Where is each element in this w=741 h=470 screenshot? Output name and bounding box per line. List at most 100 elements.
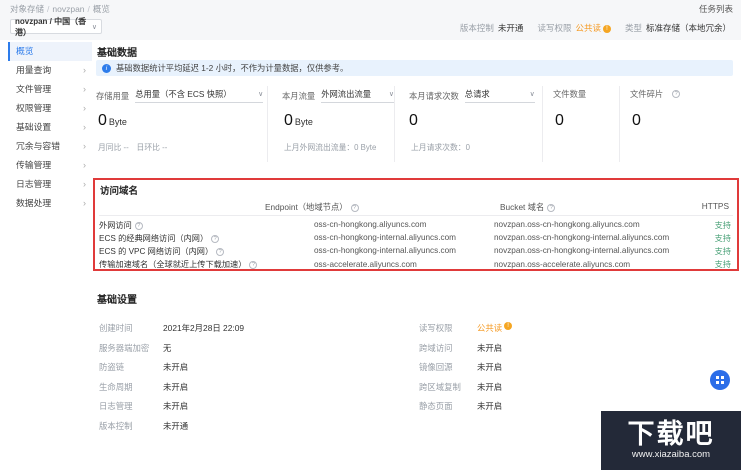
- notice-text: 基础数据统计平均延迟 1-2 小时，不作为计量数据，仅供参考。: [116, 63, 349, 73]
- traffic-value: 0 Byte: [284, 112, 313, 129]
- setting-versioning: 版本控制 未开通: [99, 420, 189, 431]
- floating-widget-button[interactable]: [710, 370, 730, 390]
- info-icon: i: [102, 63, 111, 73]
- https-support: 支持: [714, 233, 731, 243]
- endpoint-value: oss-cn-hongkong-internal.aliyuncs.com: [314, 233, 456, 243]
- bucket-meta: 版本控制 未开通 读写权限 公共读! 类型 标准存储（本地冗余）: [460, 22, 731, 34]
- endpoint-value: oss-accelerate.aliyuncs.com: [314, 259, 417, 269]
- stats-row: 存储用量 总用量（不含 ECS 快照） ∨ 0 Byte 月同比 -- 日环比 --…: [0, 86, 741, 166]
- help-icon[interactable]: ?: [547, 204, 556, 212]
- chevron-right-icon: ›: [83, 122, 86, 132]
- chevron-right-icon: ›: [83, 65, 86, 75]
- setting-created-at: 创建时间 2021年2月28日 22:09: [99, 323, 245, 333]
- sidebar-item-logging[interactable]: 日志管理 ›: [8, 175, 92, 194]
- fragments-value: 0: [632, 112, 641, 129]
- chevron-right-icon: ›: [83, 160, 86, 170]
- warning-icon: !: [504, 322, 513, 330]
- requests-metric-dropdown[interactable]: 总请求 ∨: [464, 88, 535, 103]
- chevron-down-icon: ∨: [258, 91, 264, 98]
- setting-hotlink: 防盗链 未开启: [99, 362, 189, 372]
- help-icon[interactable]: ?: [134, 221, 143, 230]
- endpoint-value: oss-cn-hongkong.aliyuncs.com: [314, 220, 427, 230]
- breadcrumb-item-storage[interactable]: 对象存储: [10, 4, 45, 14]
- col-endpoint: Endpoint（地域节点）?: [265, 201, 359, 213]
- storage-metric-dropdown[interactable]: 总用量（不含 ECS 快照） ∨: [135, 88, 264, 103]
- col-https: HTTPS: [701, 201, 729, 211]
- stat-file-count: 文件数量 0: [553, 86, 620, 162]
- header: 对象存储 / novzpan / 概览 任务列表 novzpan / 中国（香港） ∨ …: [0, 0, 741, 40]
- stat-fragments: 文件碎片? 0: [630, 86, 732, 162]
- stat-storage: 存储用量 总用量（不含 ECS 快照） ∨ 0 Byte 月同比 -- 日环比 --: [96, 86, 268, 162]
- help-icon[interactable]: ?: [672, 90, 681, 98]
- breadcrumb-item-overview: 概览: [92, 4, 110, 14]
- https-support: 支持: [714, 220, 731, 230]
- chevron-right-icon: ›: [83, 103, 86, 113]
- meta-storage-class: 类型 标准存储（本地冗余）: [624, 23, 731, 33]
- grid-icon: [716, 376, 724, 384]
- divider: [99, 215, 733, 216]
- task-list-link[interactable]: 任务列表: [698, 4, 733, 14]
- sidebar-item-redundancy[interactable]: 冗余与容错 ›: [8, 137, 92, 156]
- bucket-domain-value: novzpan.oss-cn-hongkong-internal.aliyunc…: [494, 233, 670, 243]
- warning-icon: !: [602, 25, 611, 33]
- basic-settings-title: 基础设置: [97, 295, 137, 306]
- access-domains-section: 访问域名 Endpoint（地域节点）? Bucket 域名? HTTPS 外网…: [93, 178, 739, 271]
- domain-row-public: 外网访问? oss-cn-hongkong.aliyuncs.com novzp…: [99, 220, 731, 230]
- requests-value: 0: [409, 112, 418, 129]
- help-icon[interactable]: ?: [249, 261, 258, 270]
- sidebar-item-data-processing[interactable]: 数据处理 ›: [8, 194, 92, 213]
- bucket-selector-value: novzpan / 中国（香港）: [15, 16, 87, 37]
- setting-static-pages: 静态页面 未开启: [419, 401, 503, 411]
- meta-acl: 读写权限 公共读!: [537, 22, 611, 34]
- chevron-right-icon: ›: [83, 198, 86, 208]
- sidebar-item-overview[interactable]: 概览: [8, 42, 92, 61]
- sidebar-item-permissions[interactable]: 权限管理 ›: [8, 99, 92, 118]
- bucket-domain-value: novzpan.oss-cn-hongkong-internal.aliyunc…: [494, 246, 670, 256]
- stat-requests: 本月请求次数 总请求 ∨ 0 上月请求次数：0: [407, 86, 543, 162]
- domain-row-accelerate: 传输加速域名（全球就近上传下载加速）? oss-accelerate.aliyu…: [99, 259, 731, 270]
- chevron-right-icon: ›: [83, 141, 86, 151]
- file-count-value: 0: [555, 112, 564, 129]
- storage-sub: 月同比 -- 日环比 --: [98, 143, 168, 152]
- sidebar-item-files[interactable]: 文件管理 ›: [8, 80, 92, 99]
- help-icon[interactable]: ?: [211, 234, 220, 243]
- help-icon[interactable]: ?: [350, 204, 359, 212]
- sidebar-item-basic-settings[interactable]: 基础设置 ›: [8, 118, 92, 137]
- traffic-sub: 上月外网流出流量：0 Byte: [284, 143, 377, 152]
- domains-table-header: Endpoint（地域节点）? Bucket 域名? HTTPS: [95, 201, 737, 213]
- requests-sub: 上月请求次数：0: [411, 143, 470, 152]
- breadcrumb: 对象存储 / novzpan / 概览: [10, 4, 110, 14]
- setting-lifecycle: 生命周期 未开启: [99, 381, 189, 392]
- chevron-down-icon: ∨: [91, 23, 97, 31]
- chevron-right-icon: ›: [83, 84, 86, 94]
- chevron-right-icon: ›: [83, 179, 86, 189]
- breadcrumb-item-bucket[interactable]: novzpan: [52, 4, 85, 14]
- watermark-url: www.xiazaiba.com: [631, 449, 711, 460]
- notice-banner: i 基础数据统计平均延迟 1-2 小时，不作为计量数据，仅供参考。: [96, 60, 733, 76]
- chevron-down-icon: ∨: [388, 91, 394, 98]
- basic-settings-right: 读写权限 公共读! 跨域访问 未开启 镜像回源 未开启 跨区域复制 未开启 静态页面 未开…: [419, 322, 679, 420]
- sidebar: 概览 用量查询 › 文件管理 › 权限管理 › 基础设置 › 冗余与容错 › 传输管理 › …: [8, 42, 92, 213]
- help-icon[interactable]: ?: [216, 247, 225, 256]
- https-support: 支持: [714, 260, 731, 270]
- https-support: 支持: [714, 246, 731, 256]
- bucket-domain-value: novzpan.oss-cn-hongkong.aliyuncs.com: [494, 220, 640, 230]
- meta-versioning: 版本控制 未开通: [459, 23, 524, 33]
- storage-value: 0 Byte: [98, 112, 127, 129]
- sidebar-item-transfer[interactable]: 传输管理 ›: [8, 156, 92, 175]
- basic-settings-left: 创建时间 2021年2月28日 22:09 服务器端加密无 防盗链 未开启 生命周期…: [99, 322, 399, 439]
- setting-logging: 日志管理 未开启: [99, 401, 189, 411]
- basic-data-title: 基础数据: [97, 48, 137, 59]
- setting-cross-region: 跨区域复制 未开启: [419, 381, 503, 392]
- domain-row-ecs-vpc: ECS 的 VPC 网络访问（内网）? oss-cn-hongkong-inte…: [99, 246, 731, 256]
- domain-row-ecs-classic: ECS 的经典网络访问（内网）? oss-cn-hongkong-interna…: [99, 233, 731, 243]
- watermark: 下载吧 www.xiazaiba.com: [601, 411, 741, 470]
- bucket-region-selector[interactable]: novzpan / 中国（香港） ∨: [10, 17, 102, 37]
- setting-cors: 跨域访问 未开启: [419, 342, 503, 353]
- traffic-metric-dropdown[interactable]: 外网流出流量 ∨: [321, 88, 394, 103]
- access-domains-title: 访问域名: [100, 186, 139, 197]
- endpoint-value: oss-cn-hongkong-internal.aliyuncs.com: [314, 246, 456, 256]
- bucket-domain-value: novzpan.oss-accelerate.aliyuncs.com: [494, 259, 631, 269]
- sidebar-item-usage[interactable]: 用量查询 ›: [8, 61, 92, 80]
- stat-traffic: 本月流量 外网流出流量 ∨ 0 Byte 上月外网流出流量：0 Byte: [282, 86, 395, 162]
